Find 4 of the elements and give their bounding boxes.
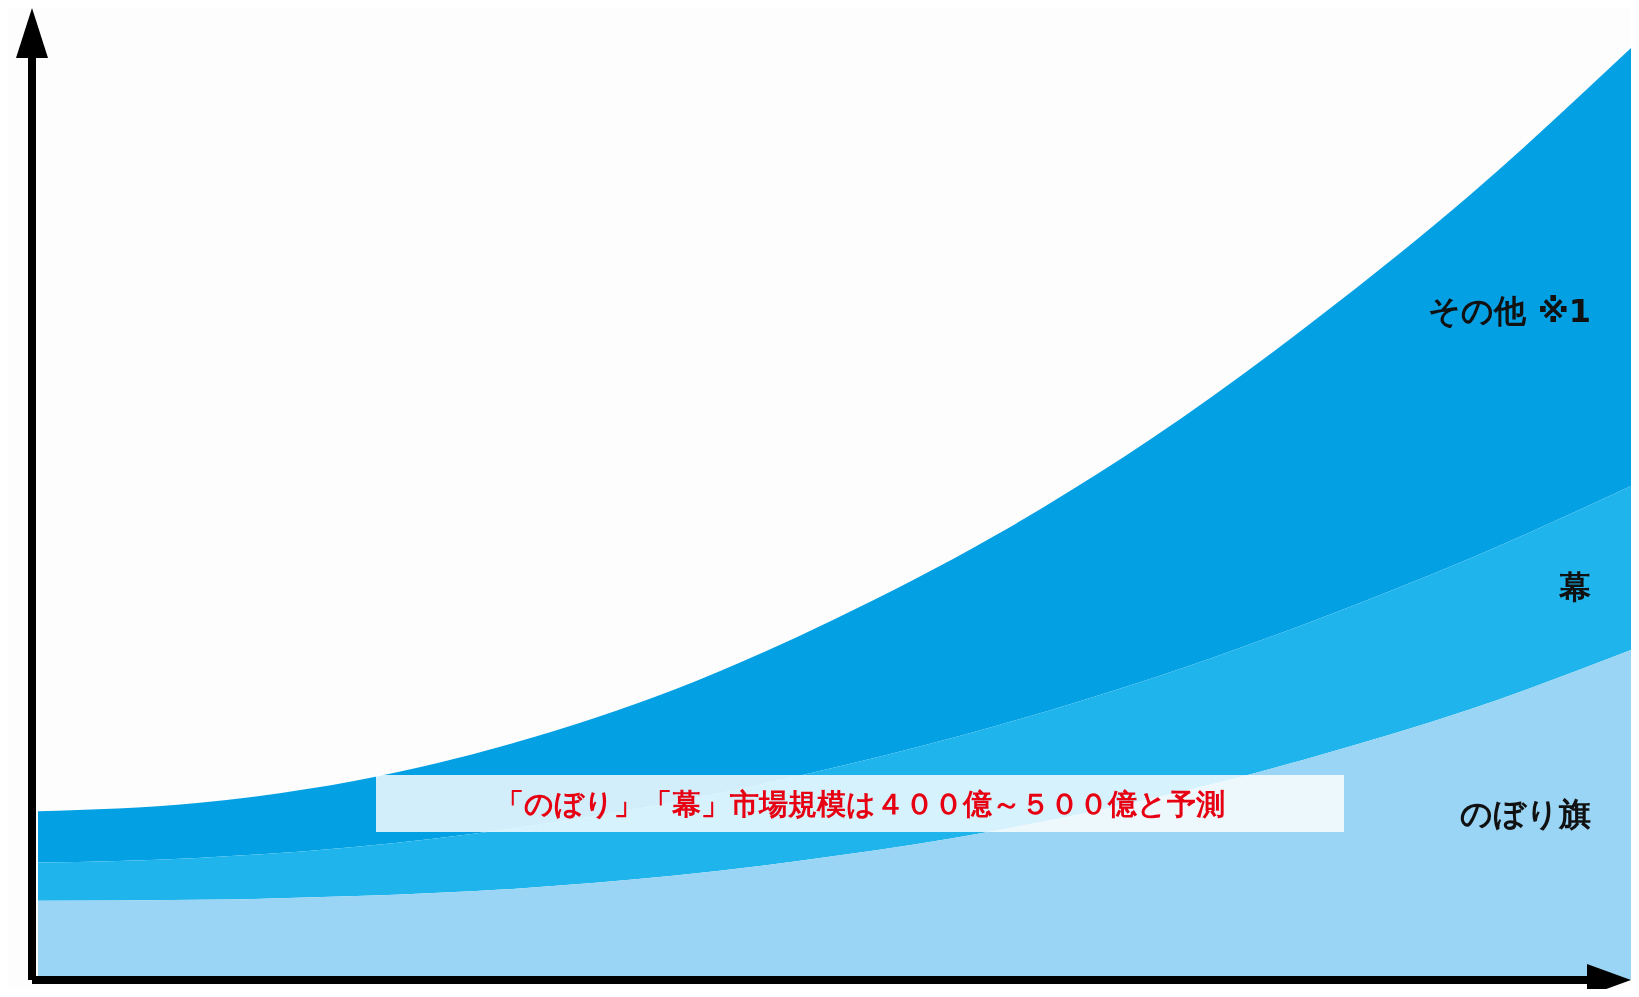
series-label: その他 ※1 <box>1428 292 1591 331</box>
series-label: のぼり旗 <box>1460 795 1591 834</box>
annotation: 「のぼり」「幕」市場規模は４００億～５００億と予測 <box>495 787 1225 821</box>
series-label: 幕 <box>1558 568 1591 607</box>
